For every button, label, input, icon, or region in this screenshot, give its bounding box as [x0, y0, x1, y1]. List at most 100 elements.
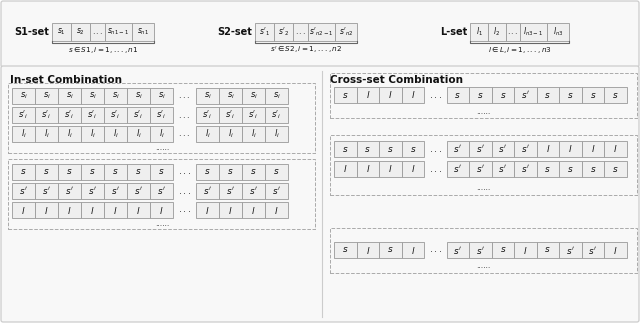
Bar — [356, 141, 379, 157]
Bar — [335, 23, 357, 41]
Text: $l_i$: $l_i$ — [20, 128, 26, 140]
Text: $l$: $l$ — [613, 245, 618, 255]
Bar — [536, 87, 559, 103]
Text: ......: ...... — [476, 262, 490, 270]
Bar — [469, 242, 492, 258]
Text: $s$: $s$ — [342, 144, 349, 153]
Text: $s'_i$: $s'_i$ — [65, 109, 75, 121]
Text: $s'_i$: $s'_i$ — [202, 109, 212, 121]
Text: $s'_i$: $s'_i$ — [87, 109, 98, 121]
Bar — [356, 87, 379, 103]
Bar — [242, 88, 265, 104]
Bar — [604, 87, 627, 103]
Text: $l_{n3}$: $l_{n3}$ — [553, 26, 563, 38]
Text: $s$: $s$ — [410, 144, 416, 153]
Text: $s$: $s$ — [89, 168, 96, 176]
Bar — [90, 23, 105, 41]
Text: $s$: $s$ — [112, 168, 119, 176]
Bar — [559, 161, 582, 177]
Bar — [104, 164, 127, 180]
Bar — [469, 141, 492, 157]
Bar — [127, 164, 150, 180]
Text: $l$: $l$ — [343, 163, 348, 174]
Bar — [35, 88, 58, 104]
Text: $s$: $s$ — [612, 164, 618, 173]
Bar — [8, 159, 315, 229]
Bar — [242, 164, 265, 180]
Text: S1-set: S1-set — [14, 27, 49, 37]
Text: $l$: $l$ — [159, 204, 164, 215]
Text: $l$: $l$ — [228, 204, 233, 215]
Text: $s$: $s$ — [67, 168, 73, 176]
Text: $l$: $l$ — [365, 245, 370, 255]
Bar — [81, 88, 104, 104]
Text: $s'$: $s'$ — [272, 185, 281, 196]
Bar — [219, 126, 242, 142]
Bar — [514, 242, 536, 258]
Text: $...$: $...$ — [429, 164, 442, 173]
Bar — [265, 183, 288, 199]
Text: $s_1$: $s_1$ — [57, 27, 66, 37]
Bar — [379, 87, 401, 103]
Text: $s$: $s$ — [545, 164, 551, 173]
Text: Cross-set Combination: Cross-set Combination — [330, 75, 463, 85]
Bar — [356, 242, 379, 258]
Text: $s'$: $s'$ — [453, 245, 462, 255]
Bar — [582, 242, 604, 258]
Text: $s'$: $s'$ — [65, 185, 74, 196]
Bar — [35, 126, 58, 142]
Bar — [492, 242, 514, 258]
Bar — [514, 161, 536, 177]
Text: $s$: $s$ — [545, 245, 551, 255]
Bar — [81, 183, 104, 199]
Text: $l_1$: $l_1$ — [476, 26, 483, 38]
Bar — [35, 164, 58, 180]
Bar — [469, 87, 492, 103]
Bar — [520, 23, 547, 41]
Text: $s_2$: $s_2$ — [76, 27, 85, 37]
Text: $s_i$: $s_i$ — [227, 91, 234, 101]
Bar — [12, 107, 35, 123]
Bar — [35, 202, 58, 218]
Text: $s'_{n2}$: $s'_{n2}$ — [339, 26, 353, 38]
Bar — [401, 242, 424, 258]
Text: $s$: $s$ — [567, 90, 573, 99]
Bar — [242, 183, 265, 199]
Text: $s'_i$: $s'_i$ — [110, 109, 121, 121]
Bar — [401, 141, 424, 157]
Bar — [150, 88, 173, 104]
Bar — [196, 88, 219, 104]
Bar — [150, 164, 173, 180]
Bar — [104, 126, 127, 142]
Bar — [150, 183, 173, 199]
Bar — [547, 23, 569, 41]
Text: $l$: $l$ — [44, 204, 49, 215]
Text: $l$: $l$ — [205, 204, 210, 215]
Bar — [81, 202, 104, 218]
Bar — [330, 73, 637, 118]
Bar — [58, 107, 81, 123]
Text: $l$: $l$ — [523, 245, 527, 255]
Text: $s'_i$: $s'_i$ — [19, 109, 29, 121]
Bar — [308, 23, 335, 41]
Text: $s$: $s$ — [227, 168, 234, 176]
Text: $s$: $s$ — [567, 164, 573, 173]
Text: $l$: $l$ — [410, 163, 415, 174]
Text: $l$: $l$ — [591, 143, 595, 154]
Text: $l$: $l$ — [388, 163, 392, 174]
Text: ......: ...... — [155, 143, 169, 152]
Text: $l \in L, i = 1, ..., n3$: $l \in L, i = 1, ..., n3$ — [488, 45, 551, 55]
Text: $s'$: $s'$ — [588, 245, 597, 255]
Text: S2-set: S2-set — [217, 27, 252, 37]
Text: $s$: $s$ — [589, 90, 596, 99]
Text: $s'$: $s'$ — [203, 185, 212, 196]
Text: $s$: $s$ — [454, 90, 461, 99]
Text: $s_i$: $s_i$ — [134, 91, 143, 101]
Bar — [265, 202, 288, 218]
Text: $s'_{n2-1}$: $s'_{n2-1}$ — [309, 26, 333, 38]
Text: $s$: $s$ — [342, 90, 349, 99]
Bar — [470, 23, 488, 41]
Bar — [582, 161, 604, 177]
Bar — [196, 126, 219, 142]
Text: $s'$: $s'$ — [88, 185, 97, 196]
